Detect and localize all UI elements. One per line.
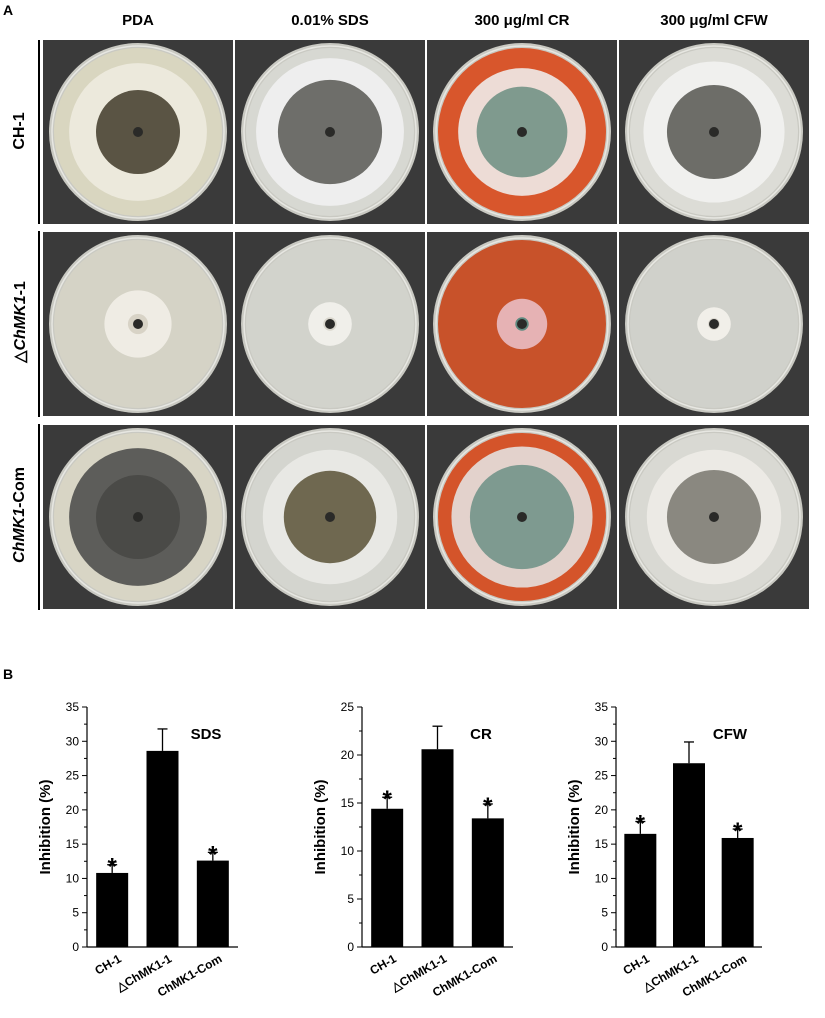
y-tick-label: 5 <box>601 906 608 920</box>
y-tick-label: 20 <box>595 803 609 817</box>
inoculum-plug <box>517 127 527 137</box>
plate-ch1-cfw <box>619 40 809 224</box>
inoculum-plug <box>133 512 143 522</box>
bar <box>721 837 754 947</box>
y-tick-label: 10 <box>595 871 609 885</box>
y-tick-label: 35 <box>66 700 80 714</box>
plate-com-sds <box>235 425 425 609</box>
significance-marker: * <box>733 818 743 845</box>
y-tick-label: 30 <box>595 734 609 748</box>
row-label-deletion-mutant: △ChMK1-1 <box>12 281 29 363</box>
plate-com-cr <box>427 425 617 609</box>
significance-marker: * <box>107 854 117 881</box>
y-axis-label: Inhibition (%) <box>37 780 54 875</box>
y-tick-label: 15 <box>595 837 609 851</box>
y-tick-label: 20 <box>341 748 355 762</box>
chart-title: CFW <box>713 726 748 743</box>
y-tick-label: 0 <box>347 940 354 954</box>
bar <box>471 818 504 947</box>
column-header-pda: PDA <box>122 12 154 29</box>
y-axis-label: Inhibition (%) <box>312 780 329 875</box>
inoculum-plug <box>709 127 719 137</box>
chart-title: CR <box>470 726 492 743</box>
significance-marker: * <box>483 793 493 820</box>
row-label-ch1: CH-1 <box>11 112 28 150</box>
inoculum-plug <box>325 512 335 522</box>
inoculum-plug <box>517 512 527 522</box>
row-divider-line <box>38 424 40 610</box>
y-tick-label: 5 <box>347 892 354 906</box>
inoculum-plug <box>325 127 335 137</box>
column-header-cfw: 300 μg/ml CFW <box>660 12 768 29</box>
significance-marker: * <box>208 841 218 868</box>
panel-b-letter: B <box>3 666 14 682</box>
y-axis-label: Inhibition (%) <box>566 780 583 875</box>
chart-title: SDS <box>191 726 222 743</box>
bar <box>96 872 129 947</box>
y-tick-label: 25 <box>66 769 80 783</box>
y-tick-label: 25 <box>595 769 609 783</box>
plate-mutant-sds <box>235 232 425 416</box>
column-header-cr: 300 μg/ml CR <box>474 12 570 29</box>
significance-marker: * <box>636 811 646 838</box>
plate-mutant-cfw <box>619 232 809 416</box>
category-label: CH-1 <box>621 951 653 977</box>
row-label-complemented: ChMK1-Com <box>11 467 28 563</box>
bar <box>421 749 454 947</box>
bar <box>673 763 705 947</box>
significance-marker: * <box>382 786 392 813</box>
inoculum-plug <box>325 319 335 329</box>
plate-ch1-cr <box>427 40 617 224</box>
inoculum-plug <box>517 319 527 329</box>
y-tick-label: 10 <box>66 871 80 885</box>
inoculum-plug <box>133 319 143 329</box>
y-tick-label: 25 <box>341 700 355 714</box>
plate-mutant-cr <box>427 232 617 416</box>
bar <box>196 860 229 947</box>
inoculum-plug <box>709 319 719 329</box>
plate-com-cfw <box>619 425 809 609</box>
plate-com-pda <box>43 425 233 609</box>
y-tick-label: 15 <box>341 796 355 810</box>
y-tick-label: 20 <box>66 803 80 817</box>
category-label: CH-1 <box>367 951 399 977</box>
bar <box>146 750 179 947</box>
bar <box>371 808 404 947</box>
plate-ch1-pda <box>43 40 233 224</box>
y-tick-label: 10 <box>341 844 355 858</box>
row-divider-line <box>38 40 40 224</box>
y-tick-label: 0 <box>72 940 79 954</box>
y-tick-label: 5 <box>72 906 79 920</box>
inoculum-plug <box>709 512 719 522</box>
plate-mutant-pda <box>43 232 233 416</box>
category-label: CH-1 <box>92 951 124 977</box>
y-tick-label: 15 <box>66 837 80 851</box>
column-header-sds: 0.01% SDS <box>291 12 369 29</box>
y-tick-label: 0 <box>601 940 608 954</box>
inoculum-plug <box>133 127 143 137</box>
y-tick-label: 30 <box>66 734 80 748</box>
y-tick-label: 35 <box>595 700 609 714</box>
panel-a-letter: A <box>3 2 14 18</box>
bar <box>624 833 657 947</box>
row-divider-line <box>38 231 40 417</box>
plate-ch1-sds <box>235 40 425 224</box>
